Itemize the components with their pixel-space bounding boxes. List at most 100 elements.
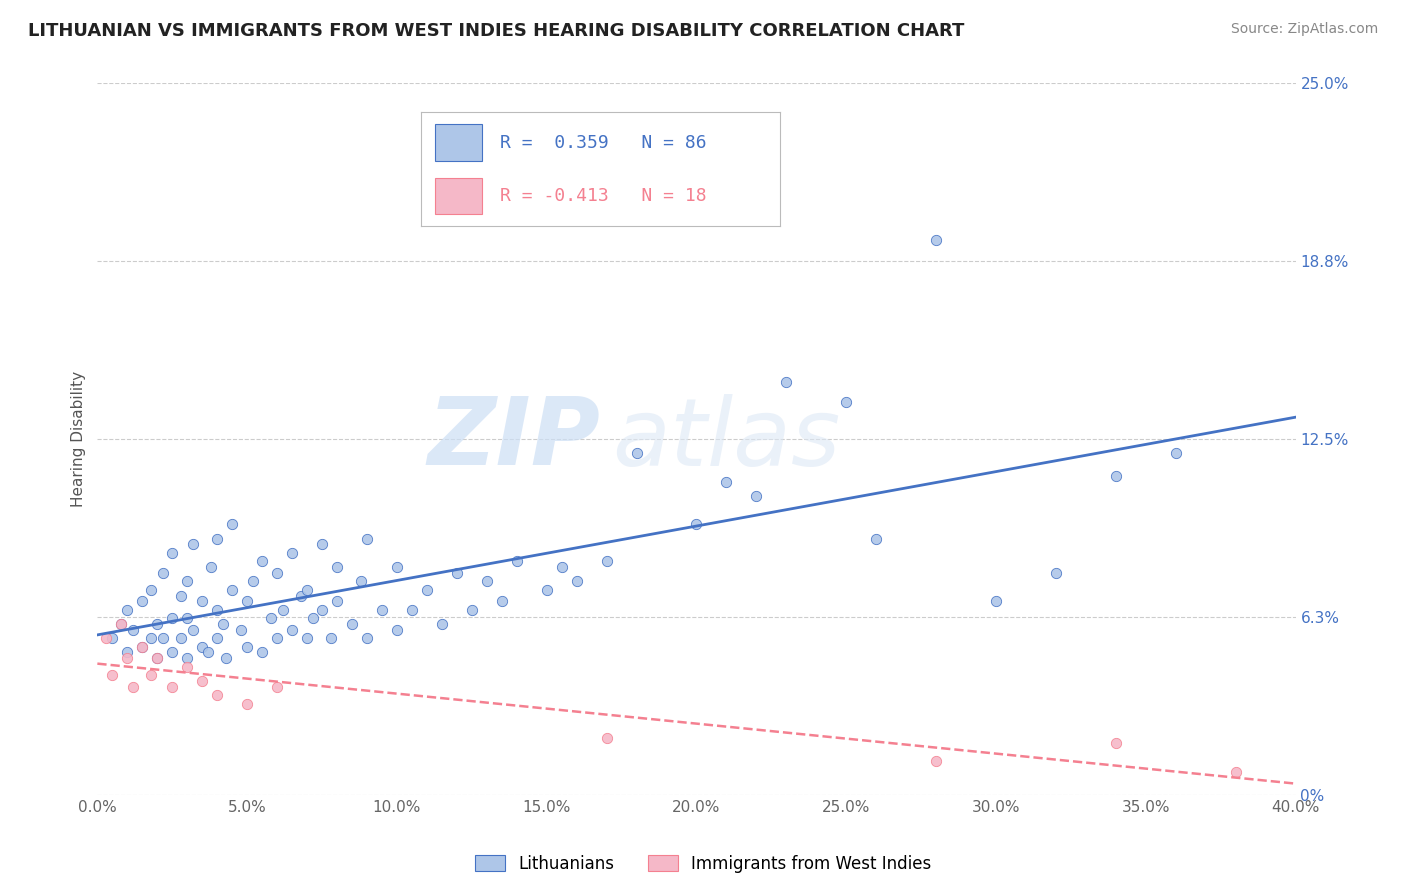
Point xyxy=(1164,446,1187,460)
Point xyxy=(250,645,273,659)
Point xyxy=(162,645,184,659)
Point xyxy=(101,668,124,682)
Point xyxy=(536,582,558,597)
Point xyxy=(205,631,228,645)
Point xyxy=(1105,469,1128,483)
Point xyxy=(295,582,318,597)
Point xyxy=(475,574,498,589)
Point xyxy=(326,594,349,608)
Point xyxy=(271,603,294,617)
Point xyxy=(925,233,948,247)
Point xyxy=(117,603,139,617)
Point xyxy=(197,645,219,659)
Point xyxy=(146,651,169,665)
Point xyxy=(96,631,118,645)
Point xyxy=(215,651,238,665)
Point xyxy=(110,617,132,632)
Point xyxy=(191,594,214,608)
Point xyxy=(146,651,169,665)
Point xyxy=(626,446,648,460)
Point xyxy=(491,594,513,608)
Point xyxy=(152,566,174,580)
Point xyxy=(141,582,163,597)
Point xyxy=(595,731,617,745)
Point xyxy=(775,375,797,389)
Point xyxy=(131,594,153,608)
Point xyxy=(122,623,145,637)
Point xyxy=(385,560,408,574)
Point xyxy=(170,589,193,603)
Point xyxy=(176,651,198,665)
Point xyxy=(745,489,768,503)
Point xyxy=(446,566,468,580)
Legend: Lithuanians, Immigrants from West Indies: Lithuanians, Immigrants from West Indies xyxy=(468,848,938,880)
Point xyxy=(236,697,259,711)
Point xyxy=(506,554,529,568)
Point xyxy=(110,617,132,632)
Point xyxy=(685,517,707,532)
Point xyxy=(461,603,484,617)
Point xyxy=(356,532,378,546)
Point xyxy=(236,594,259,608)
Point xyxy=(319,631,342,645)
Point xyxy=(162,680,184,694)
Point xyxy=(176,574,198,589)
Point xyxy=(356,631,378,645)
Point xyxy=(595,554,617,568)
Point xyxy=(550,560,572,574)
Point xyxy=(122,680,145,694)
Point xyxy=(281,546,304,560)
Point xyxy=(205,603,228,617)
Point xyxy=(181,537,204,551)
Point xyxy=(302,611,325,625)
Point xyxy=(350,574,373,589)
Point xyxy=(141,668,163,682)
Point xyxy=(1045,566,1067,580)
Point xyxy=(231,623,253,637)
Point xyxy=(311,537,333,551)
Point xyxy=(242,574,264,589)
Point xyxy=(835,395,858,409)
Point xyxy=(865,532,887,546)
Point xyxy=(200,560,222,574)
Point xyxy=(221,517,243,532)
Point xyxy=(266,566,288,580)
Point xyxy=(181,623,204,637)
Point xyxy=(236,640,259,654)
Point xyxy=(260,611,283,625)
Point xyxy=(152,631,174,645)
Point xyxy=(205,532,228,546)
Point xyxy=(340,617,363,632)
Point xyxy=(311,603,333,617)
Text: ZIP: ZIP xyxy=(427,393,600,485)
Point xyxy=(401,603,423,617)
Point xyxy=(191,640,214,654)
Point xyxy=(131,640,153,654)
Point xyxy=(295,631,318,645)
Point xyxy=(131,640,153,654)
Point xyxy=(281,623,304,637)
Point xyxy=(371,603,394,617)
Point xyxy=(385,623,408,637)
Point xyxy=(221,582,243,597)
Point xyxy=(191,673,214,688)
Point xyxy=(416,582,439,597)
Point xyxy=(176,611,198,625)
Point xyxy=(984,594,1007,608)
Point xyxy=(266,680,288,694)
Point xyxy=(146,617,169,632)
Point xyxy=(117,645,139,659)
Point xyxy=(925,754,948,768)
Text: Source: ZipAtlas.com: Source: ZipAtlas.com xyxy=(1230,22,1378,37)
Point xyxy=(205,688,228,702)
Point xyxy=(266,631,288,645)
Point xyxy=(326,560,349,574)
Point xyxy=(716,475,738,489)
Text: LITHUANIAN VS IMMIGRANTS FROM WEST INDIES HEARING DISABILITY CORRELATION CHART: LITHUANIAN VS IMMIGRANTS FROM WEST INDIE… xyxy=(28,22,965,40)
Y-axis label: Hearing Disability: Hearing Disability xyxy=(72,371,86,508)
Text: atlas: atlas xyxy=(613,393,841,484)
Point xyxy=(101,631,124,645)
Point xyxy=(565,574,588,589)
Point xyxy=(290,589,312,603)
Point xyxy=(212,617,235,632)
